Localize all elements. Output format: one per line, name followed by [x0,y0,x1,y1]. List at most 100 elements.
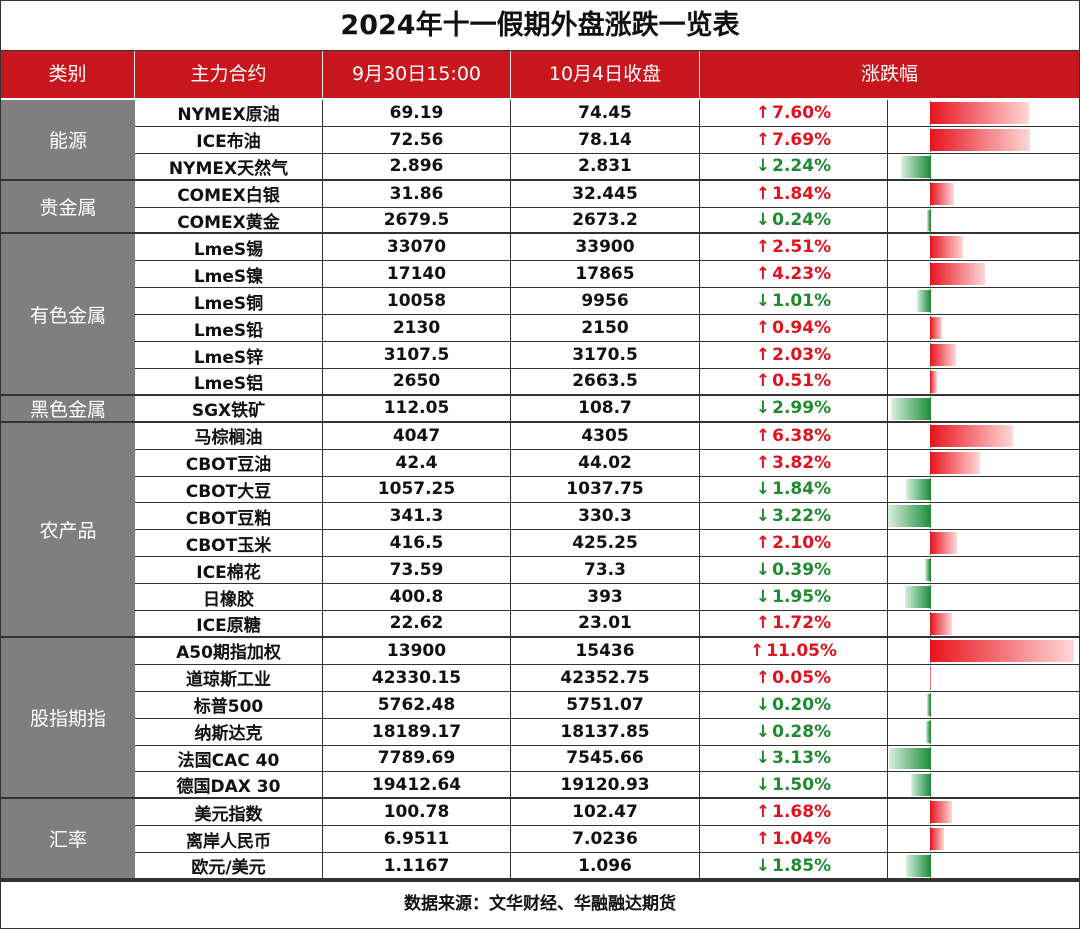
change-cell: ↑ 7.60% [700,100,888,126]
bar-cell [888,208,1079,233]
table-header: 类别 主力合约 9月30日15:00 10月4日收盘 涨跌幅 [1,51,1079,98]
bar-cell [888,746,1079,772]
change-cell: ↑ 2.51% [700,234,888,261]
page-title: 2024年十一假期外盘涨跌一览表 [1,1,1079,51]
price-sep30: 33070 [323,234,511,261]
price-oct4: 9956 [511,288,700,315]
bar-up [930,370,937,393]
contract-name: CBOT豆粕 [135,503,323,530]
arrow-up-icon: ↑ [755,371,771,392]
change-percent: 7.69% [772,129,832,150]
contract-name: 马棕榈油 [135,422,323,449]
contract-name: 道琼斯工业 [135,664,323,691]
price-sep30: 13900 [323,637,511,664]
contract-name: LmeS锡 [135,234,323,261]
zero-line [930,692,931,717]
bar-down [905,855,930,877]
bar-up [930,102,1029,124]
bar-cell [888,611,1079,636]
change-percent: 11.05% [766,640,838,661]
price-oct4: 2673.2 [511,207,700,233]
bar-down [926,720,930,743]
change-percent: 6.38% [772,425,832,446]
price-oct4: 78.14 [511,126,700,153]
table-row: 标普500 5762.48 5751.07 ↓ 0.20% [135,691,1079,719]
header-change: 涨跌幅 [860,63,918,85]
price-sep30: 100.78 [323,799,511,826]
bar-up [930,532,958,555]
price-oct4: 74.45 [511,100,700,126]
contract-name: CBOT玉米 [135,530,323,557]
price-oct4: 102.47 [511,799,700,826]
price-oct4: 73.3 [511,557,700,584]
table-row: LmeS铅 2130 2150 ↑ 0.94% [135,315,1079,343]
bar-cell [888,530,1079,556]
table-row: ICE原糖 22.62 23.01 ↑ 1.72% [135,611,1079,638]
bar-cell [888,826,1079,852]
price-oct4: 17865 [511,261,700,288]
arrow-down-icon: ↓ [755,721,771,742]
bar-cell [888,154,1079,179]
zero-line [930,558,931,583]
bar-cell [888,719,1079,745]
arrow-down-icon: ↓ [755,560,771,581]
price-sep30: 10058 [323,288,511,315]
contract-name: LmeS铅 [135,315,323,342]
contract-name: LmeS锌 [135,342,323,368]
contract-name: ICE棉花 [135,557,323,584]
bar-cell [888,127,1079,153]
contract-name: 法国CAC 40 [135,745,323,772]
table-row: A50期指加权 13900 15436 ↑ 11.05% [135,637,1079,665]
category-cell: 能源 [1,100,135,181]
arrow-up-icon: ↑ [755,533,771,554]
price-sep30: 112.05 [323,395,511,421]
price-sep30: 341.3 [323,503,511,530]
change-cell: ↑ 6.38% [700,422,888,449]
bar-up [930,344,957,366]
source-note: 数据来源：文华财经、华融融达期货 [1,880,1079,928]
zero-line [930,154,931,179]
arrow-up-icon: ↑ [755,667,771,688]
table-row: NYMEX天然气 2.896 2.831 ↓ 2.24% [135,153,1079,181]
table-row: CBOT豆粕 341.3 330.3 ↓ 3.22% [135,503,1079,531]
price-sep30: 6.9511 [323,826,511,853]
header-sep30: 9月30日15:00 [323,51,511,98]
price-sep30: 42330.15 [323,664,511,691]
category-cell: 贵金属 [1,180,135,235]
bar-cell [888,772,1079,798]
table-row: 欧元/美元 1.1167 1.096 ↓ 1.85% [135,853,1079,880]
table-row: 马棕榈油 4047 4305 ↑ 6.38% [135,422,1079,450]
bar-cell [888,100,1079,126]
change-percent: 0.94% [772,318,832,339]
table-row: CBOT大豆 1057.25 1037.75 ↓ 1.84% [135,476,1079,504]
contract-name: A50期指加权 [135,637,323,664]
table-row: 法国CAC 40 7789.69 7545.66 ↓ 3.13% [135,745,1079,773]
table-row: COMEX黄金 2679.5 2673.2 ↓ 0.24% [135,207,1079,235]
price-oct4: 23.01 [511,611,700,636]
zero-line [930,396,931,421]
change-cell: ↓ 0.24% [700,207,888,233]
table-row: LmeS铜 10058 9956 ↓ 1.01% [135,288,1079,316]
table-row: LmeS锡 33070 33900 ↑ 2.51% [135,234,1079,262]
change-percent: 7.60% [772,102,832,123]
price-sep30: 73.59 [323,557,511,584]
arrow-down-icon: ↓ [755,156,771,177]
category-cell: 黑色金属 [1,395,135,423]
price-oct4: 19120.93 [511,772,700,798]
price-oct4: 15436 [511,637,700,664]
price-oct4: 18137.85 [511,718,700,745]
price-oct4: 44.02 [511,449,700,476]
category-cell: 农产品 [1,422,135,638]
price-oct4: 108.7 [511,395,700,421]
change-percent: 1.04% [772,829,832,850]
change-percent: 3.22% [772,506,832,527]
price-oct4: 3170.5 [511,342,700,368]
bar-up [930,128,1030,151]
change-percent: 1.84% [772,183,832,204]
bar-down [927,693,930,716]
change-cell: ↑ 3.82% [700,449,888,476]
bar-up [930,801,952,824]
price-oct4: 1.096 [511,853,700,878]
bar-cell [888,315,1079,341]
price-oct4: 42352.75 [511,664,700,691]
